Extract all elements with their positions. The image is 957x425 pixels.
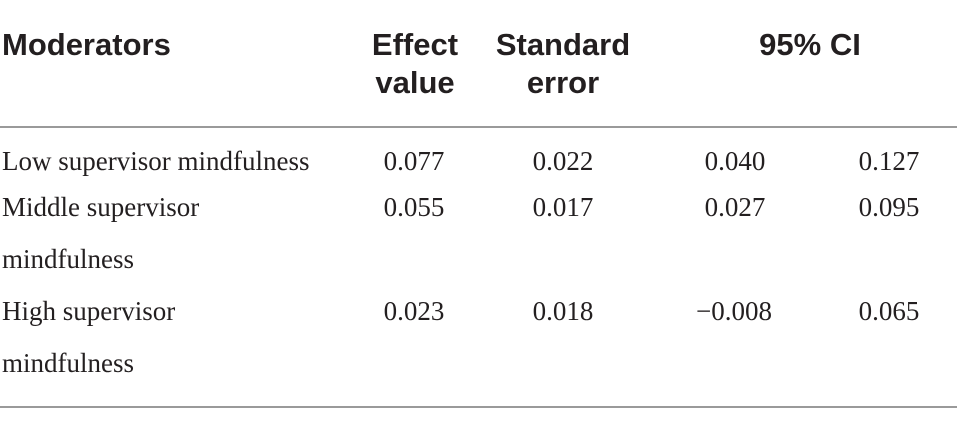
header-moderators-label: Moderators: [2, 27, 171, 62]
row-2-ci-high: 0.095: [858, 192, 920, 222]
header-standard-error: Standard error: [488, 26, 638, 102]
row-1-se: 0.022: [532, 146, 594, 176]
header-se-line-2: error: [526, 65, 600, 100]
row-3-se: 0.018: [532, 296, 594, 326]
row-2-label-line-1: Middle supervisor: [2, 192, 200, 222]
row-1-ci-high: 0.127: [858, 146, 920, 176]
header-effect-line-1: Effect: [371, 27, 459, 62]
row-2-ci-low: 0.027: [704, 192, 766, 222]
header-se-line-1: Standard: [495, 27, 631, 62]
header-rule: [0, 126, 957, 128]
row-3-label-line-1: High supervisor: [2, 296, 176, 326]
header-ci-label: 95% CI: [759, 27, 861, 62]
row-2-se: 0.017: [532, 192, 594, 222]
header-effect-value: Effect value: [360, 26, 470, 102]
row-1-label-line-1: Low supervisor mindfulness: [2, 146, 310, 176]
row-1-ci-low: 0.040: [704, 146, 766, 176]
row-1-moderator: Low supervisor mindfulness: [2, 135, 342, 187]
row-3-ci-low: −0.008: [696, 296, 772, 326]
bottom-rule: [0, 406, 957, 408]
row-2-label-line-2: mindfulness: [2, 244, 134, 274]
header-effect-line-2: value: [375, 65, 455, 100]
row-3-moderator: High supervisor mindfulness: [2, 285, 342, 389]
row-3-label-line-2: mindfulness: [2, 348, 134, 378]
header-moderators: Moderators: [2, 26, 171, 64]
row-3-ci-high: 0.065: [858, 296, 920, 326]
header-95-ci: 95% CI: [740, 26, 880, 64]
row-3-effect: 0.023: [383, 296, 445, 326]
row-1-effect: 0.077: [383, 146, 445, 176]
row-2-effect: 0.055: [383, 192, 445, 222]
row-2-moderator: Middle supervisor mindfulness: [2, 181, 342, 285]
